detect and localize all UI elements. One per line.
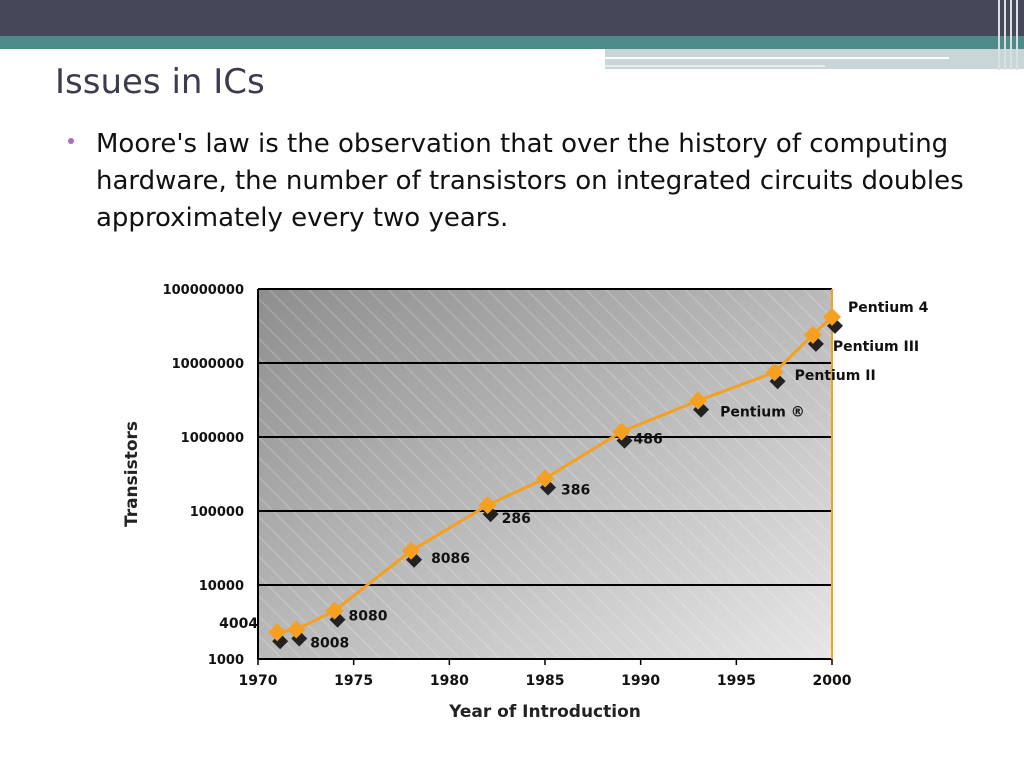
header-accent-band bbox=[0, 36, 1024, 49]
y-tick-label: 1000 bbox=[208, 653, 244, 668]
data-point bbox=[402, 541, 421, 560]
header-accent-strip bbox=[605, 49, 1024, 69]
x-axis-label: Year of Introduction bbox=[448, 702, 641, 722]
data-label: 386 bbox=[561, 482, 590, 498]
data-label: Pentium III bbox=[833, 339, 919, 355]
slide-title: Issues in ICs bbox=[55, 62, 265, 102]
axes bbox=[257, 289, 833, 660]
data-point bbox=[823, 307, 841, 326]
data-point bbox=[536, 469, 554, 488]
data-point bbox=[287, 620, 306, 639]
bullet-marker bbox=[68, 138, 74, 144]
data-label: Pentium ® bbox=[720, 405, 805, 421]
data-label: 8086 bbox=[431, 551, 470, 567]
data-point-shadow bbox=[827, 317, 843, 334]
data-points bbox=[268, 307, 843, 650]
moores-law-chart: 1000 10000 100000 1000000 10000000 100000000 1… bbox=[122, 283, 929, 722]
x-tick-label: 1985 bbox=[526, 673, 565, 689]
y-axis-label: Transistors bbox=[122, 421, 142, 527]
data-label: 8008 bbox=[310, 636, 349, 652]
header-rule-secondary bbox=[605, 65, 825, 67]
y-tick-label: 10000000 bbox=[172, 357, 244, 372]
x-tick-label: 1990 bbox=[621, 673, 660, 689]
data-point bbox=[325, 601, 344, 620]
y-tick-label: 1000000 bbox=[181, 431, 244, 446]
header-vertical-lines bbox=[994, 0, 1024, 70]
y-tick-label: 100000000 bbox=[163, 283, 244, 298]
data-label: 286 bbox=[502, 511, 531, 527]
data-point-shadow bbox=[693, 401, 710, 418]
header-bar bbox=[0, 0, 1024, 36]
y-tick-label: 100000 bbox=[190, 505, 244, 520]
data-label: 486 bbox=[634, 432, 663, 448]
data-point-shadow bbox=[329, 611, 346, 628]
y-tick-label: 10000 bbox=[199, 579, 244, 594]
data-label: Pentium II bbox=[795, 368, 876, 384]
data-point bbox=[689, 391, 708, 410]
x-tick-label: 1995 bbox=[717, 673, 756, 689]
data-label: Pentium 4 bbox=[848, 300, 929, 316]
data-point bbox=[478, 496, 497, 515]
x-tick-label: 1970 bbox=[239, 673, 278, 689]
tick-labels: 1000 10000 100000 1000000 10000000 100000000 1… bbox=[163, 283, 852, 689]
x-tick-label: 1975 bbox=[334, 673, 373, 689]
data-label: 8080 bbox=[349, 609, 388, 625]
x-tick-label: 1980 bbox=[430, 673, 469, 689]
x-tick-label: 2000 bbox=[813, 673, 852, 689]
data-point bbox=[765, 363, 784, 382]
data-point bbox=[803, 325, 822, 344]
data-point bbox=[612, 422, 631, 441]
data-point bbox=[268, 623, 287, 642]
bullet-text: Moore's law is the observation that over… bbox=[96, 129, 964, 233]
header-rule bbox=[605, 57, 949, 59]
data-label: 4004 bbox=[219, 616, 258, 632]
